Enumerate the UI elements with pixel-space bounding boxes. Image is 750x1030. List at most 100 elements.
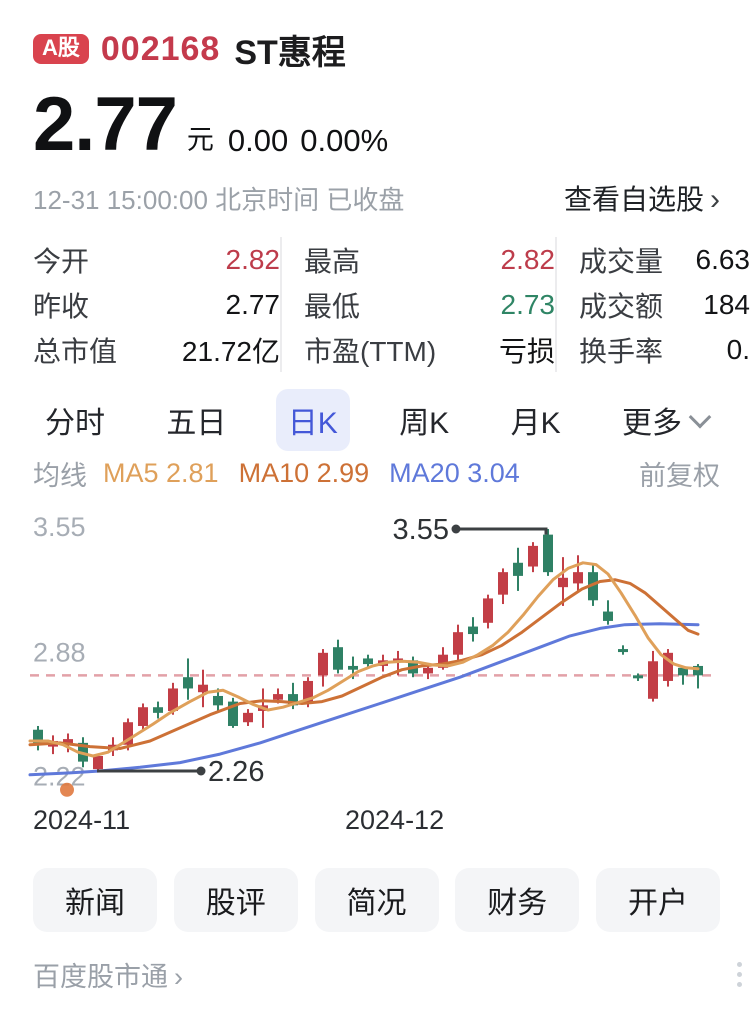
y-axis-label: 2.22 — [33, 762, 86, 792]
candle-body — [558, 577, 568, 588]
y-axis-label: 2.88 — [33, 638, 86, 668]
event-marker-dot[interactable] — [60, 782, 74, 797]
candle-body — [363, 658, 373, 665]
candle-body — [663, 652, 673, 681]
kline-chart[interactable]: 3.55 2.88 2.22 2024-11 2024-12 3.55 2.26 — [0, 499, 750, 844]
candle-body — [693, 665, 703, 676]
tab-monthly-k[interactable]: 月K — [510, 407, 561, 440]
price-change-percent: 0.00% — [300, 123, 389, 158]
candle-body — [618, 649, 628, 653]
view-watchlist-link[interactable]: 查看自选股 › — [563, 183, 720, 216]
candle-body — [153, 707, 163, 713]
quote-timestamp: 12-31 15:00:00 北京时间 已收盘 — [33, 184, 405, 215]
candle-body — [183, 677, 193, 689]
tab-weekly-k[interactable]: 周K — [399, 407, 450, 440]
candle-body — [438, 654, 448, 668]
annotation-line — [455, 527, 548, 535]
footer: 百度股市通 › — [0, 954, 750, 994]
candle-body — [543, 534, 553, 573]
stock-identity: A股 002168 ST惠程 — [33, 29, 720, 72]
candle-body — [468, 626, 478, 635]
candle-body — [573, 572, 583, 584]
candle-body — [453, 632, 463, 655]
candle-body — [243, 712, 253, 723]
tab-five-day[interactable]: 五日 — [166, 407, 227, 440]
ma20-line — [28, 622, 700, 777]
candle-body — [678, 667, 688, 676]
candle-body — [528, 545, 538, 567]
price-row: 2.77 元 0.00 0.00% — [33, 81, 720, 167]
candle-body — [288, 694, 298, 706]
candle-body — [318, 652, 328, 676]
x-axis-label: 2024-12 — [345, 805, 444, 835]
x-axis-label: 2024-11 — [33, 805, 130, 835]
chevron-down-icon — [688, 405, 712, 429]
open-account-button[interactable]: 开户 — [596, 868, 720, 932]
candle-body — [168, 688, 178, 711]
candle-body — [498, 572, 508, 595]
profile-button[interactable]: 简况 — [314, 868, 439, 932]
stats-col-1: 今开 2.82 昨收 2.77 总市值 21.72亿 — [33, 237, 280, 372]
tab-minute[interactable]: 分时 — [45, 407, 105, 440]
link-chevron-icon: › — [710, 183, 720, 216]
stats-grid: 今开 2.82 昨收 2.77 总市值 21.72亿 最高 2.82 最低 2.… — [33, 237, 750, 372]
stock-comments-button[interactable]: 股评 — [173, 868, 298, 932]
candle-body — [303, 680, 313, 704]
y-axis-label: 3.55 — [33, 512, 86, 542]
ma-legend-bar: 均线 MA5 2.81 MA10 2.99 MA20 3.04 前复权 — [33, 456, 720, 491]
ma5-line — [28, 561, 700, 758]
candle-body — [198, 684, 208, 693]
currency-unit: 元 — [186, 125, 214, 155]
ma5-legend: MA5 2.81 — [103, 457, 219, 488]
stats-col-2: 最高 2.82 最低 2.73 市盈(TTM) 亏损 — [280, 237, 555, 372]
annotation-dot — [196, 766, 206, 776]
annotation-text: 3.55 — [393, 514, 449, 546]
financials-button[interactable]: 财务 — [455, 868, 580, 932]
candle-body — [648, 661, 658, 699]
candle-body — [333, 647, 343, 670]
adjust-mode-label[interactable]: 前复权 — [639, 460, 720, 491]
annotation-text: 2.26 — [208, 756, 264, 788]
brand-link[interactable]: 百度股市通 › — [33, 961, 183, 992]
candle-body — [603, 611, 613, 621]
stock-code: 002168 — [100, 29, 221, 68]
candle-body — [228, 701, 238, 726]
candle-body — [123, 722, 133, 745]
stats-col-3: 成交量 6.63 成交额 184 换手率 0. — [555, 237, 750, 372]
stat-volume: 成交量 6.63 — [579, 243, 750, 277]
candle-body — [273, 694, 283, 700]
ma20-legend: MA20 3.04 — [389, 457, 520, 488]
quote-meta-row: 12-31 15:00:00 北京时间 已收盘 查看自选股 › — [33, 181, 720, 216]
annotation-dot — [451, 524, 461, 534]
stat-market-cap: 总市值 21.72亿 — [33, 335, 280, 367]
chart-period-tabs: 分时 五日 日K 周K 月K 更多 — [33, 389, 720, 451]
candle-body — [138, 707, 148, 726]
candle-body — [513, 562, 523, 576]
candle-body — [348, 665, 358, 670]
candle-body — [423, 667, 433, 674]
news-button[interactable]: 新闻 — [33, 868, 157, 932]
candle-body — [63, 739, 73, 745]
current-price: 2.77 — [33, 81, 178, 167]
more-options-icon[interactable] — [737, 961, 742, 987]
stock-name: ST惠程 — [234, 33, 346, 72]
brand-chevron-icon: › — [174, 961, 183, 992]
stat-low: 最低 2.73 — [304, 288, 555, 322]
stat-open: 今开 2.82 — [33, 243, 280, 277]
stat-pe-ttm: 市盈(TTM) 亏损 — [304, 335, 555, 367]
quote-header: A股 002168 ST惠程 2.77 元 0.00 0.00% 12-31 1… — [0, 29, 750, 491]
candle-body — [483, 598, 493, 623]
stat-turnover-amount: 成交额 184 — [579, 288, 750, 322]
candle-body — [33, 729, 43, 745]
action-buttons: 新闻 股评 简况 财务 开户 — [0, 868, 750, 932]
tab-daily-k[interactable]: 日K — [275, 389, 350, 451]
candle-body — [588, 572, 598, 601]
stat-turnover-rate: 换手率 0. — [579, 333, 750, 367]
stat-high: 最高 2.82 — [304, 243, 555, 277]
tab-more[interactable]: 更多 — [610, 389, 720, 451]
ma10-legend: MA10 2.99 — [238, 457, 370, 488]
stat-prev-close: 昨收 2.77 — [33, 288, 280, 322]
ma-prefix-label: 均线 — [33, 460, 87, 491]
market-badge: A股 — [33, 34, 89, 64]
candle-body — [633, 675, 643, 679]
